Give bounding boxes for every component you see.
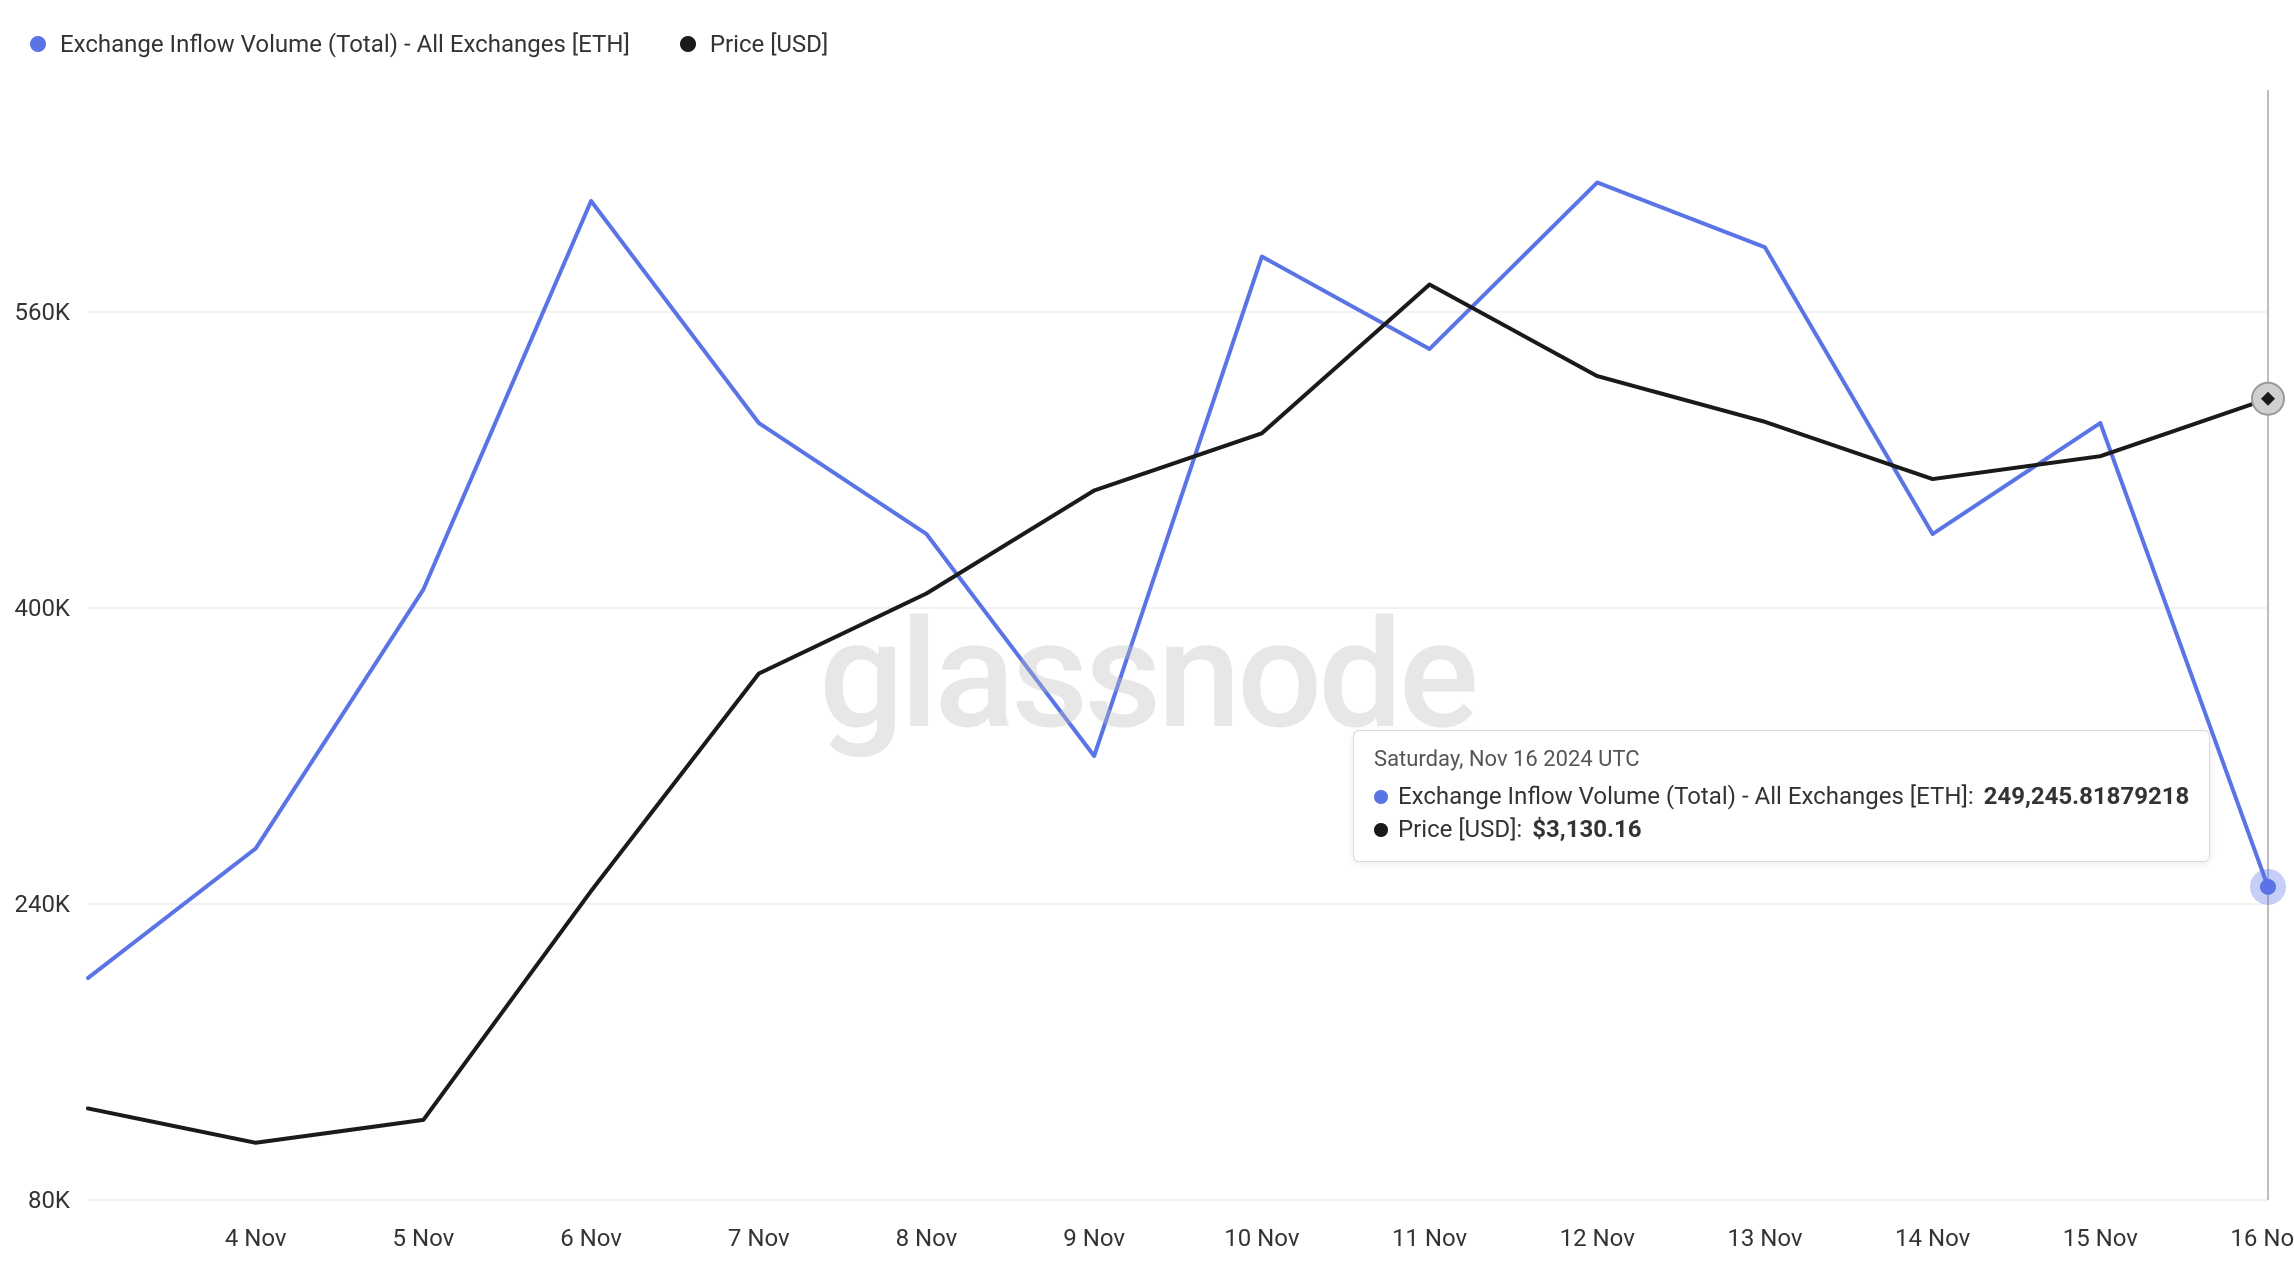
tooltip-row-price: Price [USD]: $3,130.16: [1374, 813, 2189, 847]
svg-text:12 Nov: 12 Nov: [1560, 1224, 1636, 1252]
chart-tooltip: Saturday, Nov 16 2024 UTC Exchange Inflo…: [1353, 730, 2210, 862]
tooltip-dot-inflow: [1374, 790, 1388, 804]
svg-text:80K: 80K: [28, 1186, 71, 1214]
svg-text:560K: 560K: [14, 298, 70, 326]
svg-text:14 Nov: 14 Nov: [1895, 1224, 1971, 1252]
svg-text:8 Nov: 8 Nov: [896, 1224, 958, 1252]
legend-label-inflow: Exchange Inflow Volume (Total) - All Exc…: [60, 30, 630, 58]
tooltip-date: Saturday, Nov 16 2024 UTC: [1374, 745, 2189, 776]
svg-text:7 Nov: 7 Nov: [728, 1224, 790, 1252]
svg-text:16 Nov: 16 Nov: [2230, 1224, 2294, 1252]
legend-item-inflow[interactable]: Exchange Inflow Volume (Total) - All Exc…: [30, 30, 630, 58]
svg-text:10 Nov: 10 Nov: [1224, 1224, 1300, 1252]
tooltip-value-price: $3,130.16: [1532, 813, 1641, 847]
legend-label-price: Price [USD]: [710, 30, 828, 58]
svg-text:240K: 240K: [14, 890, 70, 918]
legend-dot-price: [680, 36, 696, 52]
tooltip-dot-price: [1374, 823, 1388, 837]
svg-text:13 Nov: 13 Nov: [1727, 1224, 1803, 1252]
tooltip-row-inflow: Exchange Inflow Volume (Total) - All Exc…: [1374, 780, 2189, 814]
chart-legend: Exchange Inflow Volume (Total) - All Exc…: [30, 30, 828, 58]
svg-text:11 Nov: 11 Nov: [1392, 1224, 1468, 1252]
tooltip-label-price: Price [USD]:: [1398, 813, 1522, 847]
legend-item-price[interactable]: Price [USD]: [680, 30, 828, 58]
svg-text:400K: 400K: [14, 594, 70, 622]
svg-text:15 Nov: 15 Nov: [2063, 1224, 2139, 1252]
svg-text:9 Nov: 9 Nov: [1063, 1224, 1125, 1252]
chart-svg: 80K 240K 400K 560K 4 Nov 5 Nov 6 Nov 7 Nov 8 Nov…: [0, 90, 2294, 1260]
legend-dot-inflow: [30, 36, 46, 52]
tooltip-label-inflow: Exchange Inflow Volume (Total) - All Exc…: [1398, 780, 1974, 814]
svg-text:4 Nov: 4 Nov: [225, 1224, 287, 1252]
chart-area[interactable]: glassnode 80K240K400K560K4 Nov5 Nov6 Nov…: [0, 90, 2294, 1260]
svg-text:6 Nov: 6 Nov: [560, 1224, 622, 1252]
tooltip-value-inflow: 249,245.81879218: [1984, 780, 2190, 814]
svg-text:5 Nov: 5 Nov: [393, 1224, 455, 1252]
